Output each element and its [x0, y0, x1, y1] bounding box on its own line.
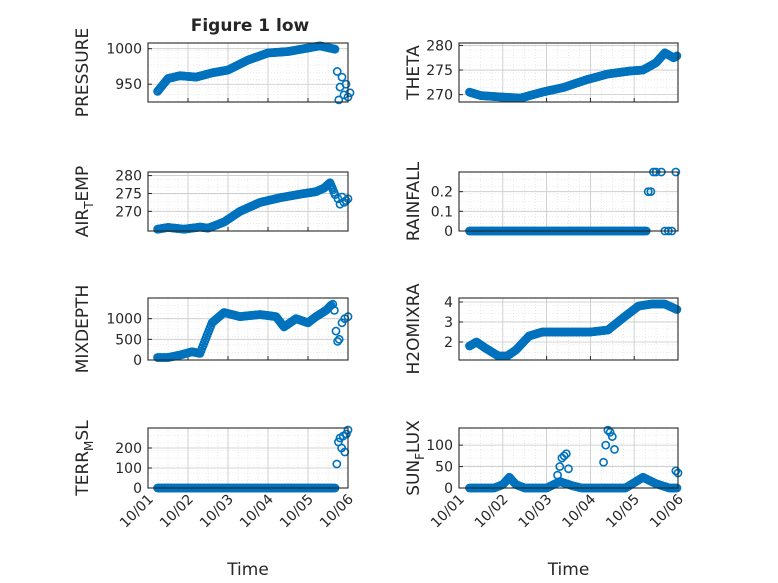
data-point	[555, 462, 565, 471]
y-tick-label: 275	[426, 63, 453, 79]
data-point	[610, 445, 619, 454]
y-tick-label: 0	[133, 353, 142, 369]
x-tick-label: 10/01	[117, 492, 157, 532]
x-tick-label: 10/02	[157, 492, 197, 532]
x-tick-label: 10/04	[559, 491, 599, 531]
data-point	[329, 305, 339, 315]
data-point	[553, 470, 562, 480]
y-tick-label: 4	[444, 295, 453, 311]
data-point	[599, 457, 608, 467]
y-tick-label: 100	[426, 438, 453, 454]
x-tick-label: 10/03	[197, 492, 237, 532]
subplot-4: 0 0.1 0.2 RAINFALL	[404, 161, 681, 241]
y-axis-label: AIRTEMP	[73, 166, 96, 237]
y-tick-label: 0	[133, 481, 142, 497]
subplot-7: 0 100 200 TERRMSL 10/01 10/02 10/03 10/04 10/05 1…	[73, 420, 357, 580]
axes-box	[458, 427, 679, 489]
y-tick-label: 3	[444, 315, 453, 331]
y-tick-label: 2	[444, 335, 453, 351]
x-tick-label: 10/04	[237, 491, 277, 531]
x-tick-label: 10/01	[428, 492, 468, 532]
axes-box	[458, 297, 679, 361]
subplot-5: 0 500 1000 MIXDEPTH	[73, 285, 353, 374]
data-point	[607, 432, 617, 441]
data-point	[337, 72, 347, 82]
data-point	[672, 305, 682, 314]
y-tick-label: 50	[435, 460, 453, 476]
y-tick-label: 500	[115, 332, 142, 348]
axes-box	[147, 42, 349, 103]
x-axis-label: Time	[547, 560, 590, 580]
figure-title: Figure 1 low	[191, 16, 310, 36]
y-axis-label: SUNFLUX	[404, 420, 427, 496]
y-tick-label: 950	[115, 77, 142, 93]
data-point	[671, 466, 681, 476]
y-tick-label: 100	[115, 461, 142, 477]
y-axis-label: MIXDEPTH	[73, 285, 93, 374]
data-point	[605, 427, 615, 437]
y-tick-label: 0	[444, 224, 453, 240]
y-tick-label: 1000	[106, 312, 142, 328]
y-axis-label: H2OMIXRA	[404, 283, 424, 374]
data-point	[559, 451, 569, 461]
y-tick-label: 275	[115, 186, 142, 202]
y-axis-label: THETA	[404, 45, 424, 101]
y-tick-label: 0.2	[431, 185, 453, 201]
y-tick-label: 0.1	[431, 204, 453, 220]
x-tick-label: 10/02	[472, 492, 512, 532]
data-point	[334, 95, 344, 105]
subplot-1: 950 1000 PRESSURE	[73, 28, 355, 117]
x-axis-label: Time	[226, 560, 269, 580]
y-tick-label: 270	[115, 204, 142, 220]
x-tick-label: 10/05	[603, 492, 643, 532]
data-point	[330, 44, 340, 54]
y-tick-label: 280	[115, 169, 142, 185]
y-tick-label: 270	[426, 88, 453, 104]
y-axis-label: TERRMSL	[73, 420, 96, 497]
axes-box	[147, 171, 349, 232]
y-tick-label: 0	[444, 481, 453, 497]
axes-box	[147, 297, 349, 361]
data-point	[334, 334, 344, 344]
data-point	[333, 336, 342, 346]
axes-box	[147, 427, 349, 489]
axes-box	[458, 42, 679, 103]
data-point	[345, 88, 355, 98]
subplot-6: 2 3 4 H2OMIXRA	[404, 283, 682, 375]
data-point	[603, 425, 613, 435]
data-point	[341, 429, 351, 439]
data-point	[331, 326, 341, 336]
data-point	[601, 440, 611, 450]
y-axis-label: RAINFALL	[404, 161, 424, 241]
data-point	[332, 459, 342, 469]
data-point	[341, 196, 351, 206]
y-tick-label: 1000	[106, 42, 142, 58]
y-tick-label: 200	[115, 441, 142, 457]
data-point	[332, 67, 342, 76]
axes-box	[458, 171, 679, 232]
y-axis-label: PRESSURE	[73, 28, 93, 117]
data-point	[646, 187, 656, 197]
data-point	[564, 464, 573, 474]
data-point	[341, 79, 351, 89]
data-point	[672, 51, 682, 61]
x-tick-label: 10/05	[277, 492, 317, 532]
data-point	[643, 187, 653, 197]
y-tick-label: 280	[426, 38, 453, 54]
x-tick-label: 10/06	[647, 491, 687, 531]
x-tick-label: 10/03	[516, 492, 556, 532]
x-tick-label: 10/06	[317, 491, 357, 531]
data-point	[561, 449, 571, 459]
